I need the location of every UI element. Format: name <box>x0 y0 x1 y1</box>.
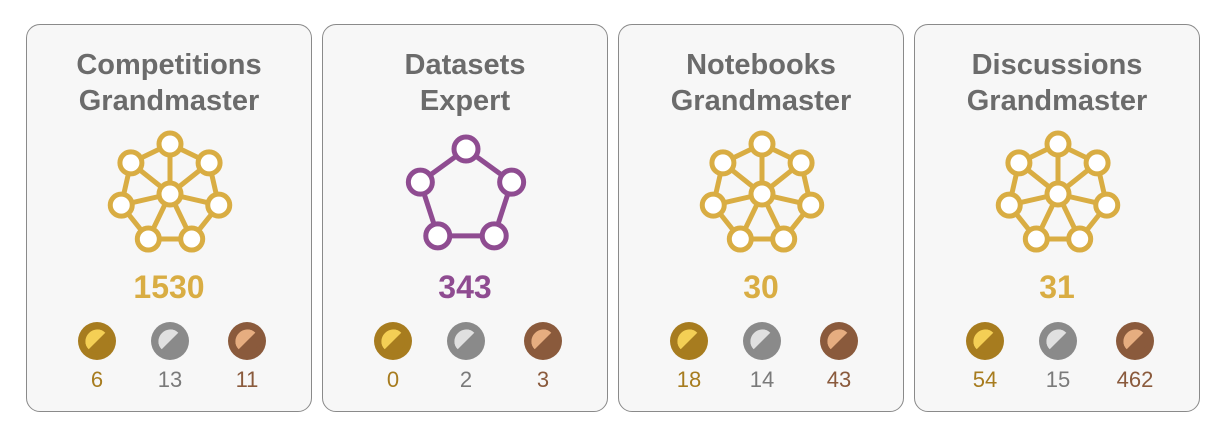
silver-medal: 14 <box>732 321 792 393</box>
silver-medal-icon <box>1039 322 1077 360</box>
gold-medal-icon <box>374 322 412 360</box>
silver-medal-icon <box>151 322 189 360</box>
bronze-medal-icon <box>820 322 858 360</box>
silver-medal: 13 <box>140 321 200 393</box>
gold-medal: 18 <box>659 321 719 393</box>
gold-medal-icon <box>78 322 116 360</box>
bronze-medal: 3 <box>513 321 573 393</box>
bronze-medal-count: 43 <box>826 367 852 392</box>
expert-pentagon-icon <box>405 134 527 251</box>
bronze-medal-icon <box>524 322 562 360</box>
medal-counts: 18 14 43 <box>619 321 903 401</box>
grandmaster-network-icon <box>699 130 825 253</box>
silver-medal-count: 2 <box>459 367 473 392</box>
silver-medal-icon <box>447 322 485 360</box>
bronze-medal: 43 <box>809 321 869 393</box>
silver-medal: 2 <box>436 321 496 393</box>
grandmaster-network-icon <box>995 130 1121 253</box>
gold-medal-icon <box>966 322 1004 360</box>
gold-medal-icon <box>670 322 708 360</box>
medal-counts: 54 15 462 <box>915 321 1199 401</box>
category-label: Discussions <box>971 49 1143 81</box>
category-label: Notebooks <box>686 49 836 81</box>
tier-label: Grandmaster <box>966 85 1148 117</box>
tier-title: Competitions Grandmaster <box>27 47 311 119</box>
bronze-medal-icon <box>228 322 266 360</box>
silver-medal-icon <box>743 322 781 360</box>
grandmaster-network-icon <box>107 130 233 253</box>
tier-title: Discussions Grandmaster <box>915 47 1199 119</box>
silver-medal-count: 13 <box>157 367 183 392</box>
bronze-medal-icon <box>1116 322 1154 360</box>
tier-label: Grandmaster <box>670 85 852 117</box>
medal-counts: 0 2 3 <box>323 321 607 401</box>
tier-card-notebooks: Notebooks Grandmaster 30 18 14 43 <box>618 24 904 412</box>
category-label: Datasets <box>404 49 526 81</box>
silver-medal: 15 <box>1028 321 1088 393</box>
tier-label: Expert <box>419 85 511 117</box>
bronze-medal-count: 3 <box>536 367 550 392</box>
tier-card-discussions: Discussions Grandmaster 31 54 15 462 <box>914 24 1200 412</box>
category-label: Competitions <box>76 49 262 81</box>
silver-medal-count: 15 <box>1045 367 1071 392</box>
tier-points: 343 <box>438 269 492 305</box>
gold-medal-count: 18 <box>676 367 702 392</box>
gold-medal: 6 <box>67 321 127 393</box>
tier-points: 31 <box>1039 269 1075 305</box>
gold-medal-count: 0 <box>386 367 400 392</box>
tier-points: 1530 <box>133 269 205 305</box>
gold-medal-count: 6 <box>90 367 104 392</box>
tier-card-datasets: Datasets Expert 343 0 2 3 <box>322 24 608 412</box>
gold-medal: 0 <box>363 321 423 393</box>
gold-medal-count: 54 <box>972 367 998 392</box>
bronze-medal: 462 <box>1105 321 1165 393</box>
tier-card-competitions: Competitions Grandmaster 1530 6 13 11 <box>26 24 312 412</box>
tier-points: 30 <box>743 269 779 305</box>
bronze-medal: 11 <box>217 321 277 393</box>
tier-title: Notebooks Grandmaster <box>619 47 903 119</box>
tier-label: Grandmaster <box>78 85 260 117</box>
bronze-medal-count: 11 <box>235 367 259 392</box>
tier-title: Datasets Expert <box>323 47 607 119</box>
silver-medal-count: 14 <box>749 367 775 392</box>
gold-medal: 54 <box>955 321 1015 393</box>
bronze-medal-count: 462 <box>1116 367 1154 392</box>
medal-counts: 6 13 11 <box>27 321 311 401</box>
